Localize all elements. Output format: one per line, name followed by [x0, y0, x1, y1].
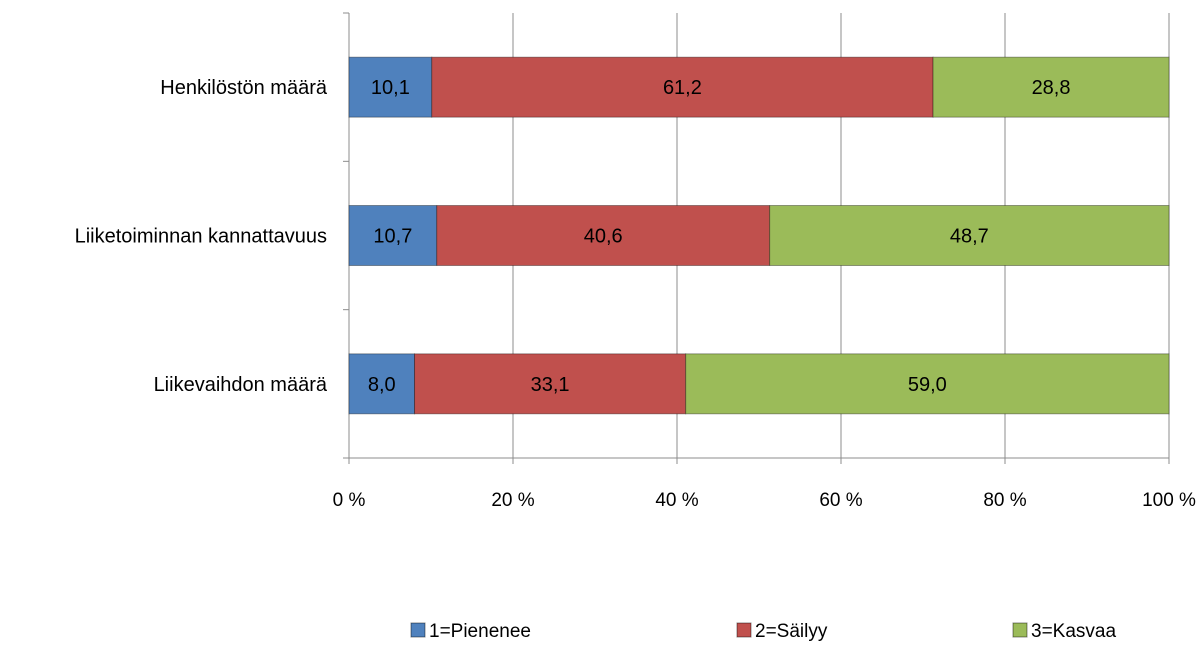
legend-label: 1=Pienenee — [429, 621, 531, 642]
data-label: 48,7 — [950, 226, 989, 248]
data-label: 10,7 — [373, 226, 412, 248]
bar-segment — [414, 353, 687, 415]
bar-segment — [769, 205, 1170, 266]
data-label: 59,0 — [908, 374, 947, 396]
category-label: Henkilöstön määrä — [160, 77, 328, 99]
legend-swatch — [736, 622, 752, 638]
data-label: 8,0 — [368, 374, 396, 396]
bar-segment — [685, 353, 1170, 415]
x-tick-label: 20 % — [491, 490, 534, 511]
legend-label: 3=Kasvaa — [1031, 621, 1116, 642]
data-label: 61,2 — [663, 77, 702, 99]
category-label: Liikevaihdon määrä — [154, 374, 328, 396]
category-label: Liiketoiminnan kannattavuus — [75, 226, 327, 248]
x-tick-label: 80 % — [983, 490, 1026, 511]
bar-segment — [431, 56, 934, 118]
x-tick-label: 40 % — [655, 490, 698, 511]
data-label: 10,1 — [371, 77, 410, 99]
legend-label: 2=Säilyy — [755, 621, 828, 642]
bars: 10,1 61,2 28,8 10,7 40,6 48,7 8,0 33,1 59,0 — [348, 56, 1170, 415]
legend: 1=Pienenee 2=Säilyy 3=Kasvaa — [410, 621, 1116, 642]
x-tick-label: 60 % — [819, 490, 862, 511]
data-label: 40,6 — [584, 226, 623, 248]
data-label: 28,8 — [1032, 77, 1071, 99]
bar-segment — [348, 353, 416, 415]
bar-segment — [932, 56, 1170, 118]
data-label: 33,1 — [531, 374, 570, 396]
bar-segment — [348, 56, 433, 118]
legend-swatch — [410, 622, 426, 638]
x-tick-label: 0 % — [333, 490, 366, 511]
legend-swatch — [1012, 622, 1028, 638]
tick-labels: 0 % 20 % 40 % 60 % 80 % 100 % Henkilöstön määr… — [75, 77, 1196, 511]
x-tick-label: 100 % — [1142, 490, 1196, 511]
